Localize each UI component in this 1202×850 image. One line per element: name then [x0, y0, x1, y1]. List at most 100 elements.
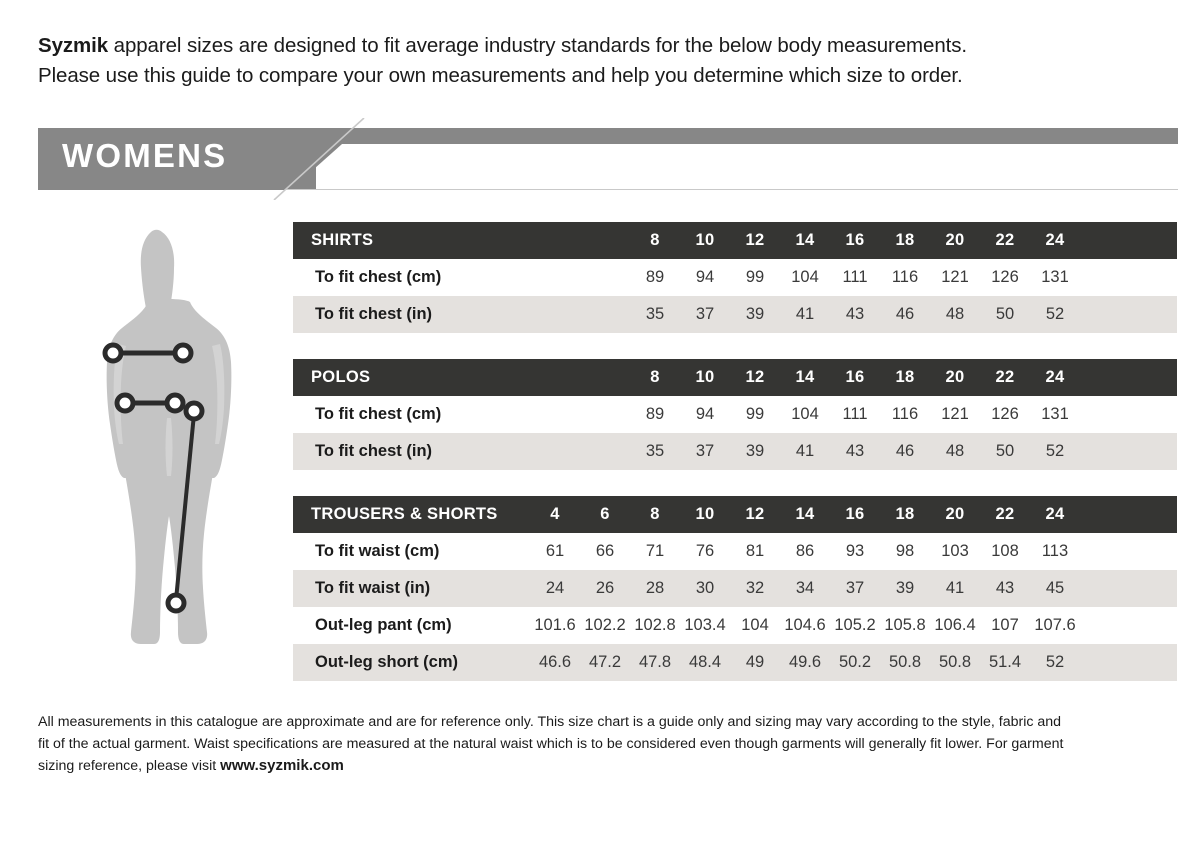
- section-banner: WOMENS: [0, 118, 1202, 200]
- cell-value: 102.2: [584, 616, 626, 634]
- intro-line-1: Syzmik apparel sizes are designed to fit…: [38, 31, 1158, 61]
- size-header-cell: 20: [945, 231, 965, 249]
- banner-underline: [286, 189, 1178, 190]
- cell-value: 30: [695, 579, 715, 597]
- cell-spacer: [1080, 607, 1177, 644]
- size-header-cell: 22: [995, 505, 1015, 523]
- chest-measure-ring-right: [172, 342, 194, 364]
- cell-value: 52: [1045, 653, 1065, 671]
- table-row: To fit waist (cm) 61 66 71 76 81 86 93 9…: [293, 533, 1177, 570]
- cell-value: 39: [745, 305, 765, 323]
- cell-value: 111: [842, 268, 868, 286]
- cell-value: 116: [891, 405, 919, 423]
- cell-value: 43: [845, 305, 865, 323]
- size-header-spacer: [1080, 359, 1177, 396]
- banner-title: WOMENS: [62, 137, 228, 174]
- size-header-cell: 18: [895, 505, 915, 523]
- cell-spacer: [1080, 296, 1177, 333]
- size-header-cell: 14: [795, 231, 815, 249]
- cell-value: 37: [695, 442, 715, 460]
- size-header-cell: 18: [895, 231, 915, 249]
- cell-value: 111: [842, 405, 868, 423]
- row-label: To fit waist (in): [315, 579, 431, 597]
- size-header-cell: 10: [695, 368, 715, 386]
- cell-value: 24: [545, 579, 565, 597]
- size-header-cell: 20: [945, 368, 965, 386]
- size-header-cell: 10: [695, 505, 715, 523]
- cell-value: 104.6: [784, 616, 826, 634]
- cell-value: 99: [745, 405, 765, 423]
- table-row: To fit waist (in) 24 26 28 30 32 34 37 3…: [293, 570, 1177, 607]
- size-header-cell: 12: [745, 505, 765, 523]
- cell-value: 121: [941, 268, 969, 286]
- cell-value: 50: [995, 305, 1015, 323]
- cell-value: 131: [1041, 405, 1069, 423]
- cell-value: 47.2: [588, 653, 622, 671]
- body-figure: [88, 228, 278, 648]
- row-label: To fit chest (cm): [315, 405, 442, 423]
- cell-value: 45: [1045, 579, 1065, 597]
- cell-value: 37: [845, 579, 865, 597]
- size-header-cell: 12: [745, 368, 765, 386]
- cell-value: 89: [645, 405, 665, 423]
- cell-value: 32: [745, 579, 765, 597]
- outleg-measure-ring-bottom: [165, 592, 187, 614]
- cell-spacer: [1080, 533, 1177, 570]
- cell-value: 107: [991, 616, 1019, 634]
- brand-name: Syzmik: [38, 34, 109, 57]
- table-category-label: POLOS: [311, 368, 371, 386]
- size-header-cell: 10: [695, 231, 715, 249]
- cell-value: 89: [645, 268, 665, 286]
- cell-value: 28: [645, 579, 665, 597]
- cell-value: 104: [741, 616, 769, 634]
- size-header-spacer: [1080, 496, 1177, 533]
- cell-value: 48.4: [688, 653, 722, 671]
- table-polos: POLOS 8 10 12 14 16 18 20 22 24 To fit c…: [293, 359, 1177, 470]
- waist-measure-ring-right: [164, 392, 186, 414]
- website-link[interactable]: www.syzmik.com: [220, 757, 344, 774]
- cell-value: 46: [895, 305, 915, 323]
- cell-value: 35: [645, 442, 665, 460]
- cell-value: 50: [995, 442, 1015, 460]
- table-header-row: TROUSERS & SHORTS 4 6 8 10 12 14 16 18 2…: [293, 496, 1177, 533]
- cell-value: 41: [795, 305, 815, 323]
- footer-disclaimer: All measurements in this catalogue are a…: [38, 712, 1178, 778]
- size-header-cell: 18: [895, 368, 915, 386]
- cell-value: 49.6: [788, 653, 822, 671]
- size-header-cell: 4: [550, 505, 560, 523]
- cell-value: 98: [895, 542, 915, 560]
- cell-value: 66: [595, 542, 615, 560]
- size-header-cell: 14: [795, 505, 815, 523]
- cell-value: 71: [645, 542, 665, 560]
- cell-spacer: [1080, 396, 1177, 433]
- cell-value: 103: [941, 542, 969, 560]
- cell-spacer: [1080, 433, 1177, 470]
- row-label: Out-leg pant (cm): [315, 616, 452, 634]
- cell-value: 49: [745, 653, 765, 671]
- cell-spacer: [1080, 644, 1177, 681]
- cell-value: 116: [891, 268, 919, 286]
- table-category-label: SHIRTS: [311, 231, 374, 249]
- row-label: To fit chest (in): [315, 442, 433, 460]
- cell-value: 108: [991, 542, 1019, 560]
- cell-value: 52: [1045, 305, 1065, 323]
- cell-value: 50.8: [888, 653, 922, 671]
- size-header-cell: 22: [995, 368, 1015, 386]
- cell-value: 35: [645, 305, 665, 323]
- table-row: To fit chest (cm) 89 94 99 104 111 116 1…: [293, 396, 1177, 433]
- waist-measure-ring-left: [114, 392, 136, 414]
- cell-value: 52: [1045, 442, 1065, 460]
- intro-line-1-rest: apparel sizes are designed to fit averag…: [108, 34, 967, 57]
- table-header-row: POLOS 8 10 12 14 16 18 20 22 24: [293, 359, 1177, 396]
- size-header-cell: 14: [795, 368, 815, 386]
- table-shirts: SHIRTS 8 10 12 14 16 18 20 22 24 To fit …: [293, 222, 1177, 333]
- row-label: Out-leg short (cm): [315, 653, 458, 671]
- size-header-cell: 16: [845, 368, 865, 386]
- cell-value: 101.6: [534, 616, 576, 634]
- cell-value: 93: [845, 542, 865, 560]
- cell-value: 86: [795, 542, 815, 560]
- cell-value: 51.4: [988, 653, 1022, 671]
- row-label: To fit waist (cm): [315, 542, 440, 560]
- cell-value: 106.4: [934, 616, 976, 634]
- cell-value: 47.8: [638, 653, 672, 671]
